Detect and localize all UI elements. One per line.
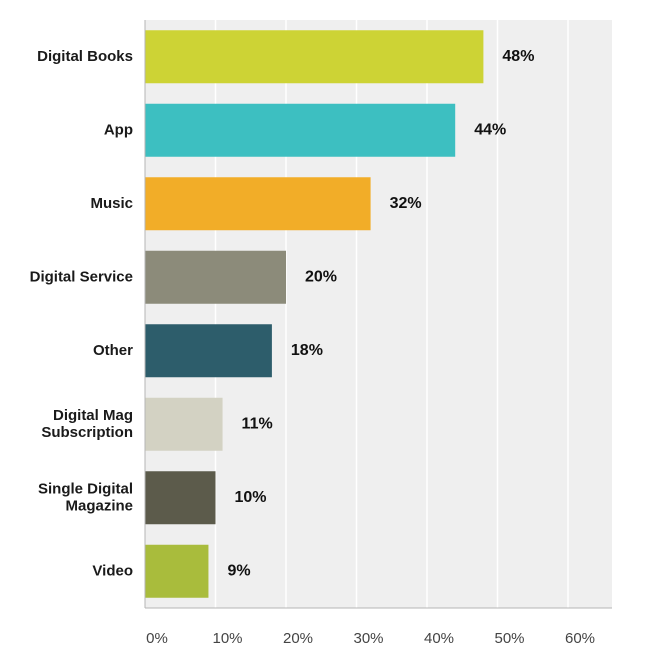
category-label-digital-mag-subscription: Digital Mag Subscription: [41, 407, 133, 441]
value-label-single-digital-magazine: 10%: [235, 489, 267, 506]
bars: [145, 30, 484, 598]
x-tick-label-20: 20%: [283, 630, 313, 647]
category-labels: Digital Books App Music Digital Service Othe…: [30, 48, 134, 580]
bar-digital-mag-subscription: [145, 397, 223, 451]
value-label-other: 18%: [291, 342, 323, 359]
value-label-digital-mag-subscription: 11%: [242, 415, 273, 432]
x-tick-label-40: 40%: [424, 630, 454, 647]
x-tick-label-60: 60%: [565, 630, 595, 647]
category-label-app: App: [104, 121, 133, 138]
category-label-digital-books: Digital Books: [37, 48, 133, 65]
category-label-other: Other: [93, 342, 133, 359]
bar-video: [145, 544, 209, 598]
value-labels: 48% 44% 32% 20% 18% 11% 10% 9%: [227, 48, 534, 580]
bar-digital-books: [145, 30, 484, 84]
value-label-app: 44%: [474, 121, 506, 138]
value-label-video: 9%: [227, 562, 250, 579]
x-axis-ticks: 0% 10% 20% 30% 40% 50% 60%: [146, 630, 595, 647]
bar-other: [145, 324, 272, 378]
category-label-video: Video: [92, 562, 133, 579]
x-tick-label-10: 10%: [212, 630, 242, 647]
bar-single-digital-magazine: [145, 471, 216, 525]
value-label-digital-books: 48%: [502, 48, 534, 65]
bar-music: [145, 177, 371, 231]
category-label-music: Music: [90, 195, 133, 212]
category-label-digital-service: Digital Service: [30, 268, 133, 285]
value-label-music: 32%: [390, 195, 422, 212]
category-label-single-digital-magazine: Single Digital Magazine: [38, 480, 133, 514]
bar-digital-service: [145, 250, 286, 304]
x-tick-label-50: 50%: [494, 630, 524, 647]
value-label-digital-service: 20%: [305, 268, 337, 285]
bar-app: [145, 103, 456, 157]
x-tick-label-30: 30%: [353, 630, 383, 647]
x-tick-label-0: 0%: [146, 630, 168, 647]
